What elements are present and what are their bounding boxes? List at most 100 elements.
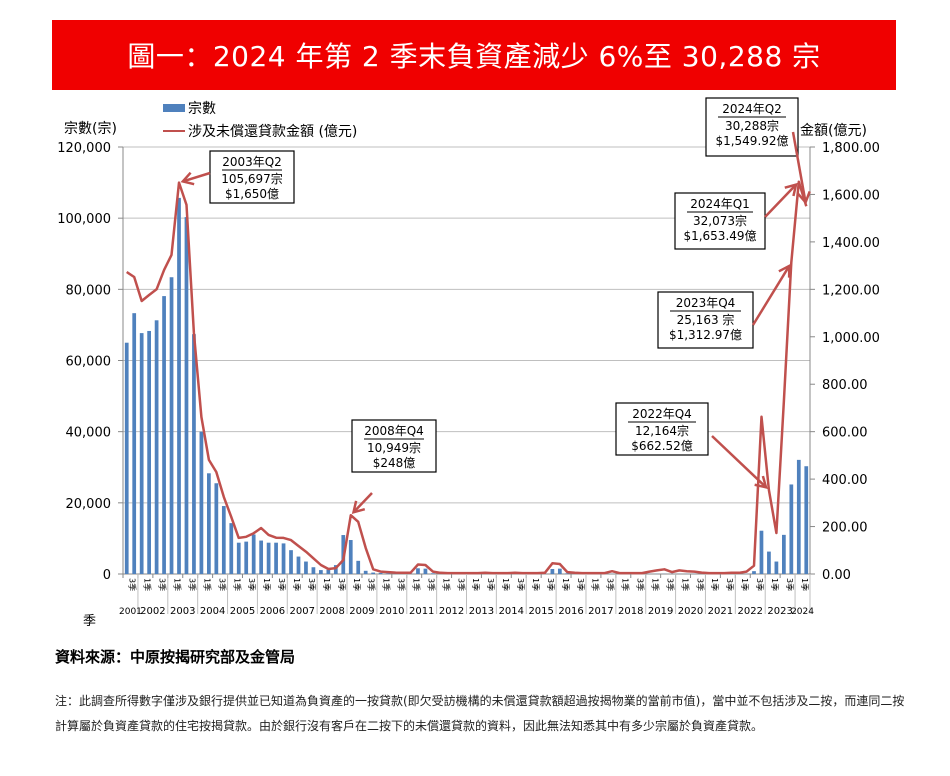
bar-count [431, 573, 435, 574]
bar-count [423, 568, 428, 574]
quarter-label: 1季 [322, 578, 332, 591]
bar-count [348, 540, 353, 574]
bar-count [244, 541, 249, 574]
quarter-label: 3季 [785, 578, 795, 591]
quarter-label: 3季 [755, 578, 765, 591]
annotation-count: 30,288宗 [725, 118, 779, 133]
quarter-label: 1季 [202, 578, 212, 591]
annotation-arrow [791, 131, 807, 203]
annotation-count: 10,949宗 [367, 440, 421, 455]
bar-count [371, 572, 376, 574]
bar-count [207, 473, 211, 574]
arrow-head [351, 500, 366, 515]
bar-count [251, 534, 256, 574]
annotation-period: 2024年Q1 [690, 197, 750, 211]
quarter-label: 3季 [695, 578, 705, 591]
quarter-label: 1季 [621, 578, 631, 591]
bar-count [356, 560, 361, 574]
year-label: 2014 [499, 606, 524, 617]
right-tick-label: 400.00 [822, 473, 868, 488]
bar-count [266, 542, 271, 574]
annotation-count: 25,163 宗 [677, 312, 735, 327]
left-tick-label: 0 [103, 568, 111, 583]
left-tick-label: 20,000 [66, 497, 112, 512]
legend-bar-label: 宗數 [188, 101, 216, 117]
year-label: 2015 [528, 606, 553, 617]
annotation-count: 12,164宗 [635, 423, 689, 438]
chart: 0 20,000 40,000 60,000 80,000 100,000 120,000 0… [57, 97, 880, 629]
quarter-label: 1季 [501, 578, 511, 591]
quarter-label: 3季 [426, 578, 436, 591]
year-label: 2002 [140, 606, 165, 617]
bar-count [304, 561, 308, 574]
bar-count [296, 556, 301, 574]
quarter-label: 1季 [411, 578, 421, 591]
line-amount [126, 180, 808, 575]
annotation-period: 2023年Q4 [676, 296, 736, 310]
right-tick-label: 800.00 [822, 378, 868, 393]
bar-count [759, 530, 764, 574]
annotation-arrow [711, 435, 767, 489]
bar-count [781, 534, 786, 574]
annotation-arrow [182, 171, 211, 183]
year-label: 2023 [767, 606, 792, 617]
bar-count [177, 197, 181, 574]
left-tick-label: 100,000 [57, 212, 111, 227]
bar-count [221, 506, 226, 574]
year-label: 2008 [319, 606, 344, 617]
year-label: 2007 [289, 606, 314, 617]
quarter-label: 3季 [187, 578, 197, 591]
bar-count [774, 561, 779, 574]
annotation-box [351, 419, 437, 473]
year-label: 2020 [678, 606, 703, 617]
right-tick-label: 0.00 [822, 568, 851, 583]
quarter-label: 1季 [382, 578, 392, 591]
right-tick-label: 200.00 [822, 521, 868, 536]
year-label: 2009 [349, 606, 374, 617]
year-label: 2022 [738, 606, 763, 617]
quarter-label: 3季 [128, 578, 138, 591]
bar-count [139, 333, 144, 574]
bar-count [550, 569, 555, 574]
quarter-label: 1季 [710, 578, 720, 591]
quarter-label: 3季 [307, 578, 317, 591]
x-axis-title: 季 [83, 614, 96, 629]
year-label: 2012 [439, 606, 464, 617]
quarter-label: 3季 [217, 578, 227, 591]
quarter-label: 3季 [606, 578, 616, 591]
bar-count [236, 542, 241, 574]
left-tick-label: 120,000 [57, 141, 111, 156]
bar-count [804, 466, 809, 574]
right-tick-label: 1,600.00 [822, 188, 880, 203]
right-tick-label: 1,800.00 [822, 141, 880, 156]
year-label: 2005 [230, 606, 255, 617]
annotation-count: 105,697宗 [221, 171, 283, 186]
year-label: 2017 [588, 606, 613, 617]
bar-count [557, 568, 562, 574]
left-tick-label: 60,000 [66, 355, 112, 370]
quarter-label: 1季 [561, 578, 571, 591]
arrow-head [778, 263, 791, 278]
bar-count [274, 542, 278, 574]
title-banner: 圖一：2024 年第 2 季末負資產減少 6%至 30,288 宗 [52, 20, 896, 90]
right-tick-label: 1,400.00 [822, 236, 880, 251]
bar-count [333, 565, 338, 574]
bar-count [132, 313, 137, 574]
quarter-label: 1季 [352, 578, 362, 591]
bar-count [565, 573, 570, 574]
bar-count [289, 550, 293, 574]
bar-count [378, 572, 383, 574]
quarter-label: 1季 [232, 578, 242, 591]
arrow-head [796, 191, 811, 205]
annotation-amount: $1,549.92億 [715, 134, 788, 148]
quarter-label: 3季 [576, 578, 586, 591]
annotation-box [674, 192, 766, 250]
bar-count [789, 484, 794, 574]
quarter-label: 1季 [143, 578, 153, 591]
annotation-count: 32,073宗 [693, 213, 747, 228]
footnote: 注：此調查所得數字僅涉及銀行提供並已知道為負資產的一按貸款(即欠受訪機構的未償還… [55, 694, 905, 733]
year-label: 2001 [119, 607, 142, 617]
right-tick-label: 600.00 [822, 426, 868, 441]
bar-count [162, 296, 166, 574]
annotation-arrow [751, 265, 791, 326]
